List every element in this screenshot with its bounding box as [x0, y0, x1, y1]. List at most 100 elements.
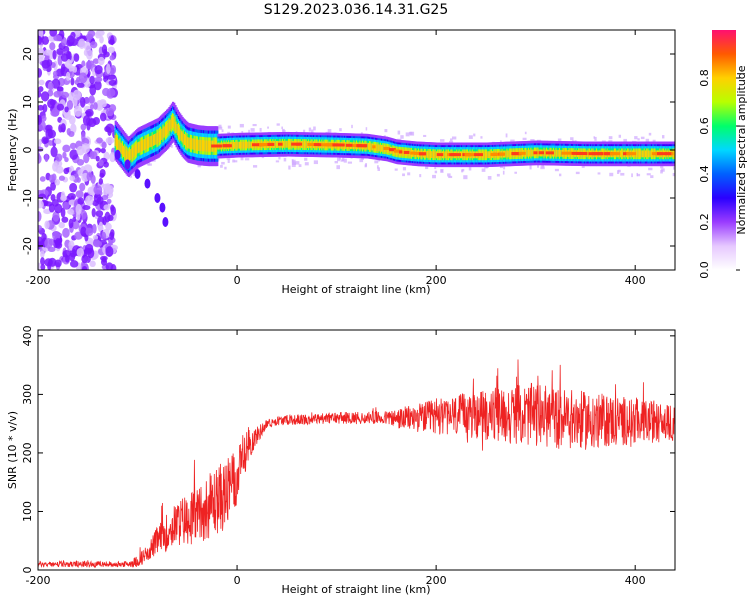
halo-speckle: [313, 126, 316, 131]
ridge-cell: [232, 141, 236, 149]
noise-speckle: [49, 42, 56, 51]
halo-speckle: [227, 125, 231, 129]
noise-speckle: [68, 115, 76, 125]
halo-speckle: [129, 175, 133, 178]
ridge-peak: [626, 152, 637, 156]
halo-speckle: [514, 171, 517, 174]
ridge-cell: [200, 139, 203, 152]
ridge-cell: [128, 150, 132, 162]
noise-speckle: [73, 53, 80, 62]
noise-speckle: [53, 138, 62, 145]
ridge-cell: [640, 150, 643, 158]
noise-speckle: [38, 79, 45, 86]
ridge-cell: [237, 141, 240, 149]
noise-speckle: [85, 227, 94, 237]
ridge-cell: [286, 140, 289, 148]
noise-speckle: [95, 32, 101, 39]
colorbar-tick-label: 0.0: [698, 261, 711, 279]
ridge-cell: [637, 150, 640, 158]
ridge-peak: [321, 143, 330, 147]
halo-speckle: [339, 128, 342, 132]
halo-speckle: [575, 171, 580, 175]
noise-speckle: [103, 161, 109, 168]
halo-speckle: [540, 166, 545, 170]
colorbar-tick-label: 0.2: [698, 213, 711, 231]
ridge-cell: [160, 129, 163, 142]
halo-speckle: [218, 126, 223, 130]
chart-title: S129.2023.036.14.31.G25: [264, 2, 449, 18]
noise-speckle: [98, 221, 104, 231]
ridge-cell: [120, 142, 123, 154]
noise-speckle: [60, 53, 69, 62]
halo-speckle: [597, 172, 601, 175]
halo-speckle: [524, 131, 527, 135]
ridge-cell: [151, 135, 154, 147]
halo-speckle: [505, 133, 508, 138]
ridge-cell: [126, 150, 129, 162]
noise-speckle: [55, 153, 63, 162]
ridge-peak: [313, 143, 320, 147]
ridge-cell: [119, 141, 122, 153]
ridge-cell: [382, 144, 385, 152]
ridge-peak: [295, 142, 300, 146]
ridge-peak: [268, 142, 275, 146]
noise-speckle: [84, 243, 94, 253]
halo-speckle: [288, 165, 291, 170]
halo-speckle: [608, 136, 613, 140]
halo-speckle: [522, 137, 527, 141]
ridge-cell: [118, 139, 121, 151]
noise-speckle: [78, 72, 88, 84]
ridge-cell: [370, 143, 373, 151]
ridge-cell: [249, 141, 252, 149]
halo-speckle: [503, 166, 506, 170]
ridge-cell: [158, 131, 162, 143]
halo-speckle: [652, 139, 656, 143]
ridge-cell: [250, 141, 253, 149]
ridge-peak: [389, 148, 396, 152]
noise-speckle: [74, 231, 83, 240]
ridge-cell: [187, 137, 190, 149]
halo-speckle: [313, 160, 319, 165]
ridge-cell: [376, 144, 379, 152]
noise-speckle: [98, 159, 104, 167]
halo-speckle: [637, 138, 640, 141]
noise-speckle: [40, 264, 46, 270]
noise-speckle: [110, 204, 115, 212]
noise-speckle: [108, 79, 117, 86]
noise-speckle: [103, 48, 108, 56]
halo-speckle: [447, 173, 451, 177]
noise-speckle: [50, 109, 60, 117]
noise-speckle: [53, 159, 63, 168]
ridge-cell: [247, 141, 250, 149]
ridge-cell: [558, 149, 562, 157]
halo-speckle: [450, 138, 453, 142]
noise-speckle: [80, 96, 86, 108]
halo-speckle: [347, 161, 353, 164]
noise-speckle: [63, 167, 70, 175]
ridge-cell: [638, 150, 642, 158]
ridge-cell: [531, 149, 534, 157]
halo-speckle: [407, 172, 411, 176]
noise-speckle: [105, 246, 114, 258]
noise-speckle: [76, 82, 85, 88]
noise-speckle: [60, 63, 66, 73]
ridge-cell: [150, 135, 153, 147]
ridge-cell: [179, 127, 182, 140]
halo-speckle: [660, 164, 664, 169]
halo-speckle: [250, 128, 255, 132]
noise-speckle: [65, 255, 70, 263]
halo-speckle: [310, 129, 314, 134]
ridge-cell: [175, 121, 178, 133]
noise-speckle: [82, 204, 91, 211]
ridge-cell: [144, 138, 147, 150]
spectrogram-y-label: Frequency (Hz): [6, 109, 19, 192]
noise-speckle: [99, 172, 105, 179]
ridge-cell: [275, 140, 279, 148]
ridge-cell: [283, 140, 286, 148]
noise-speckle: [84, 110, 92, 117]
colorbar-gradient: [712, 30, 736, 270]
noise-speckle: [83, 153, 90, 164]
branch-point: [162, 217, 169, 227]
halo-speckle: [618, 169, 621, 173]
halo-speckle: [361, 156, 364, 160]
